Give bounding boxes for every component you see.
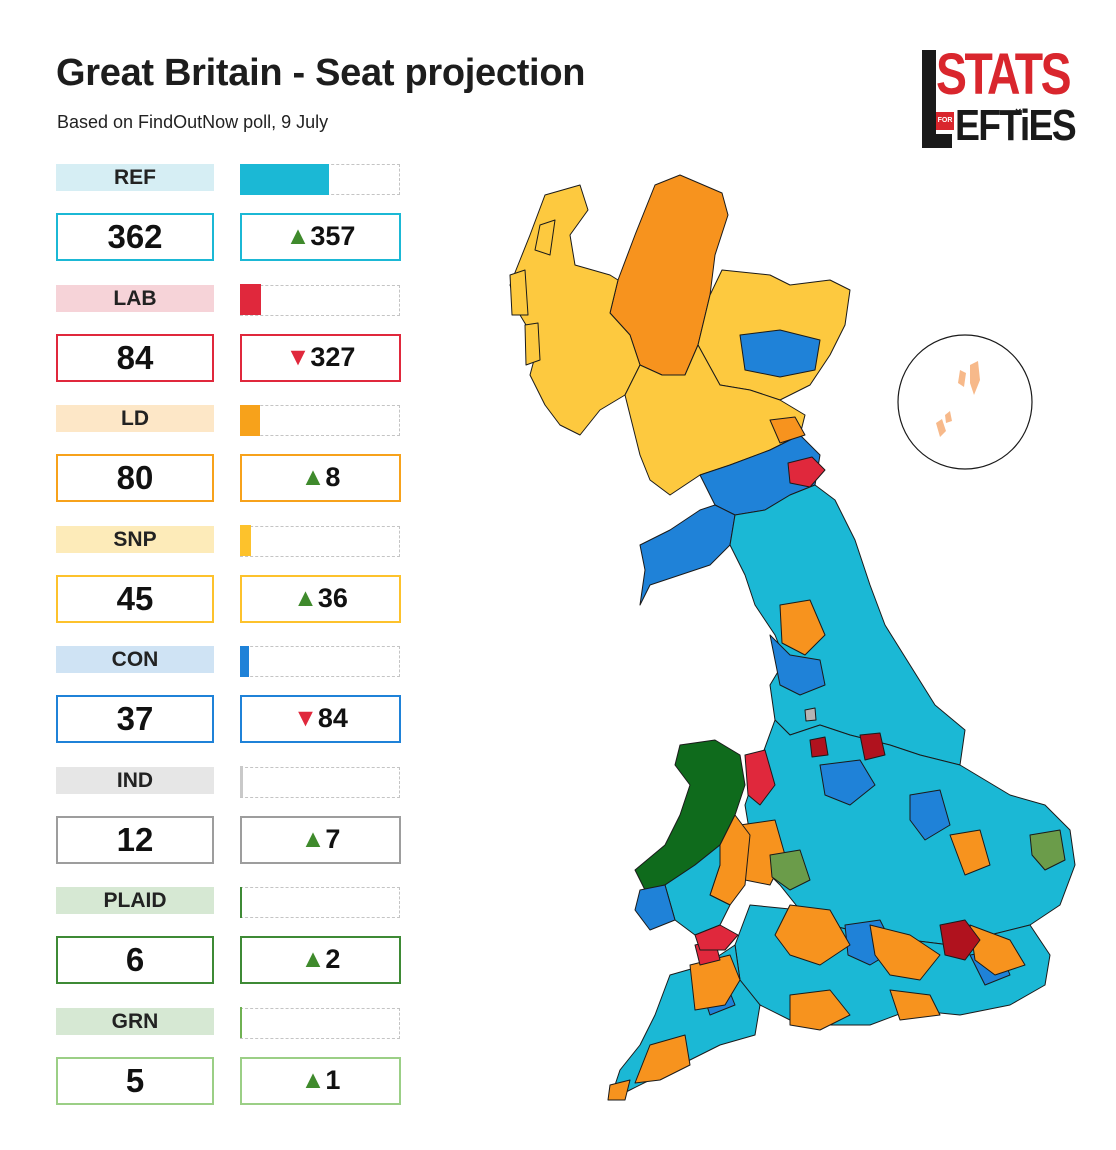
seat-share-bar-track xyxy=(239,163,400,195)
seat-share-bar-fill xyxy=(239,284,261,315)
seat-share-bar-fill xyxy=(239,766,243,797)
seat-share-bar-fill xyxy=(239,525,251,556)
seat-change-box: ▼84 xyxy=(240,695,401,743)
seat-share-bar-track xyxy=(239,1007,400,1039)
seat-share-bar-track xyxy=(239,525,400,557)
seat-share-bar-fill xyxy=(239,645,249,677)
arrow-up-icon: ▲ xyxy=(285,222,311,250)
seat-share-bar-fill xyxy=(239,404,260,436)
england-ld-southwest xyxy=(607,954,741,1101)
seat-share-bar-track xyxy=(239,886,400,918)
wales xyxy=(634,739,751,951)
seat-count: 362 xyxy=(56,213,214,261)
seat-change-value: 84 xyxy=(317,703,348,733)
party-code-label: PLAID xyxy=(56,887,214,914)
scotland-islands xyxy=(509,219,556,366)
arrow-up-icon: ▲ xyxy=(300,463,326,491)
scotland-ld-fife xyxy=(769,416,806,444)
seat-share-bar-track xyxy=(239,404,400,436)
arrow-up-icon: ▲ xyxy=(293,583,318,612)
arrow-up-icon: ▲ xyxy=(300,1065,326,1094)
england-ind xyxy=(804,707,817,722)
seat-change-value: 8 xyxy=(325,462,341,492)
seat-change-box: ▲2 xyxy=(240,936,401,984)
wales-lab-south xyxy=(694,924,739,951)
seat-count: 6 xyxy=(56,936,214,984)
seat-change-box: ▲8 xyxy=(240,454,401,502)
party-code-label: IND xyxy=(56,766,214,794)
seat-change-value: 357 xyxy=(310,221,356,251)
scotland-northeast-con xyxy=(739,329,821,378)
london-lab xyxy=(939,919,981,961)
stats-for-lefties-logo: STATS FOR EFTiES × xyxy=(922,46,1077,150)
shetland-inset xyxy=(897,334,1033,470)
england-ld-east xyxy=(949,829,991,876)
seat-count: 37 xyxy=(56,695,214,743)
england-lab-northwest xyxy=(744,749,776,806)
seat-change-box: ▲1 xyxy=(240,1056,401,1105)
seat-count: 80 xyxy=(56,454,214,502)
england xyxy=(607,484,1076,1101)
page-subtitle: Based on FindOutNow poll, 9 July xyxy=(57,112,329,132)
shetland-islands xyxy=(936,361,980,437)
seat-count: 12 xyxy=(56,815,214,864)
page-title: Great Britain - Seat projection xyxy=(56,52,586,94)
party-code-label: REF xyxy=(56,164,214,191)
seat-share-bar-track xyxy=(239,284,400,316)
seat-change-box: ▲36 xyxy=(240,574,401,623)
england-north-ref xyxy=(729,484,966,766)
england-southwest-ref xyxy=(609,944,761,1101)
seat-change-box: ▼327 xyxy=(240,333,401,382)
edinburgh-lab xyxy=(787,456,826,488)
seat-share-bar-fill xyxy=(239,886,242,918)
shetland-inset-circle xyxy=(897,334,1033,470)
arrow-up-icon: ▲ xyxy=(300,824,326,853)
seat-change-value: 36 xyxy=(317,582,348,613)
scotland-southwest-con xyxy=(639,504,736,606)
party-code-label: LD xyxy=(56,405,214,432)
england-ld-north xyxy=(779,599,826,656)
seat-share-bar-track xyxy=(239,766,400,798)
england-con-mid xyxy=(819,759,951,841)
seat-share-bar-fill xyxy=(239,1007,242,1038)
scotland xyxy=(509,174,851,606)
seat-count: 45 xyxy=(56,574,214,623)
seat-share-bar-track xyxy=(239,645,400,677)
england-ld-southcoast xyxy=(789,989,941,1031)
seat-change-value: 327 xyxy=(310,341,356,372)
gb-constituency-map xyxy=(509,174,1076,1101)
england-grn-east xyxy=(1029,829,1066,871)
party-code-label: GRN xyxy=(56,1007,214,1035)
party-code-label: LAB xyxy=(56,284,214,312)
england-grn-mid xyxy=(769,849,811,891)
seat-change-box: ▲357 xyxy=(240,213,401,261)
arrow-up-icon: ▲ xyxy=(300,945,326,973)
england-lab-north-city xyxy=(809,732,886,761)
england-con-north xyxy=(769,634,826,696)
party-code-label: SNP xyxy=(56,525,214,553)
party-code-label: CON xyxy=(56,646,214,673)
seat-change-value: 2 xyxy=(325,944,341,974)
seat-change-box: ▲7 xyxy=(240,815,401,864)
arrow-down-icon: ▼ xyxy=(285,342,311,371)
england-ld-southeast xyxy=(774,904,1026,981)
seat-change-value: 1 xyxy=(325,1064,341,1095)
seat-change-value: 7 xyxy=(325,823,341,854)
wales-con xyxy=(634,884,676,931)
arrow-down-icon: ▼ xyxy=(293,704,318,732)
seat-count: 84 xyxy=(56,333,214,382)
seat-share-bar-fill xyxy=(239,163,329,195)
seat-count: 5 xyxy=(56,1056,214,1105)
